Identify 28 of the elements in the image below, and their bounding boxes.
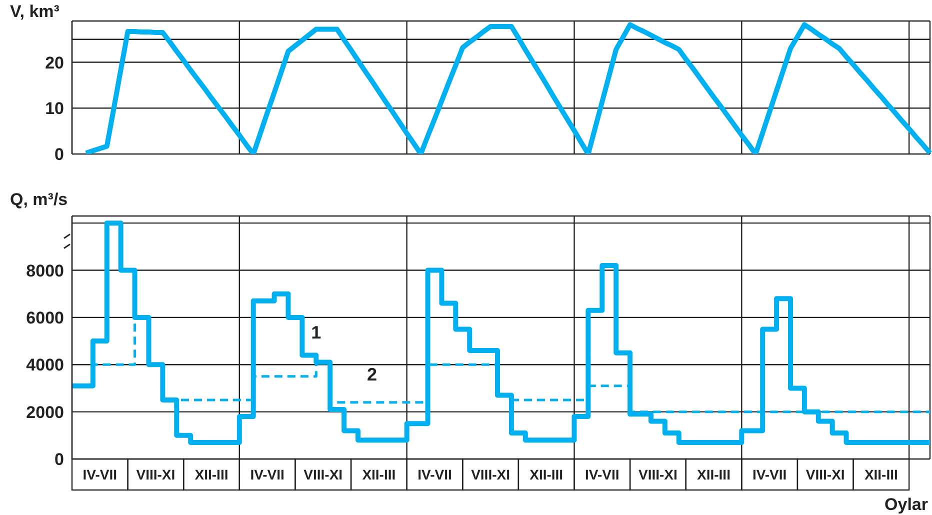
x-tick-label: IV-VII bbox=[82, 466, 118, 482]
series-label: 1 bbox=[311, 322, 322, 342]
x-tick-label: IV-VII bbox=[585, 466, 620, 482]
x-tick-label: XII-III bbox=[530, 466, 564, 482]
y-tick-label: 0 bbox=[54, 145, 64, 164]
y-tick-label: 8000 bbox=[26, 261, 64, 280]
x-tick-label: VIII-XI bbox=[304, 466, 343, 482]
y-tick-label: 0 bbox=[54, 450, 64, 470]
x-tick-label: XII-III bbox=[362, 466, 396, 482]
y-tick-label: 10 bbox=[45, 99, 64, 118]
x-tick-label: IV-VII bbox=[250, 466, 284, 482]
x-axis-title: Oylar bbox=[884, 495, 928, 515]
y-axis-title: Q, m³/s bbox=[10, 190, 68, 210]
x-tick-label: IV-VII bbox=[752, 466, 787, 482]
series-label: 2 bbox=[366, 364, 377, 384]
x-tick-label: XII-III bbox=[697, 466, 730, 482]
y-tick-label: 4000 bbox=[26, 356, 64, 375]
y-tick-label: 20 bbox=[45, 53, 64, 72]
x-tick-label: VIII-XI bbox=[136, 466, 176, 482]
y-tick-label: 6000 bbox=[26, 308, 64, 328]
y-tick-label: 2000 bbox=[26, 402, 64, 422]
x-tick-label: IV-VII bbox=[418, 466, 452, 482]
x-tick-label: VIII-XI bbox=[638, 466, 678, 482]
y-axis-title: V, km³ bbox=[10, 2, 60, 22]
x-tick-label: XII-III bbox=[194, 466, 228, 482]
x-tick-label: VIII-XI bbox=[471, 466, 510, 482]
x-tick-label: XII-III bbox=[864, 466, 898, 482]
x-tick-label: VIII-XI bbox=[806, 466, 845, 482]
